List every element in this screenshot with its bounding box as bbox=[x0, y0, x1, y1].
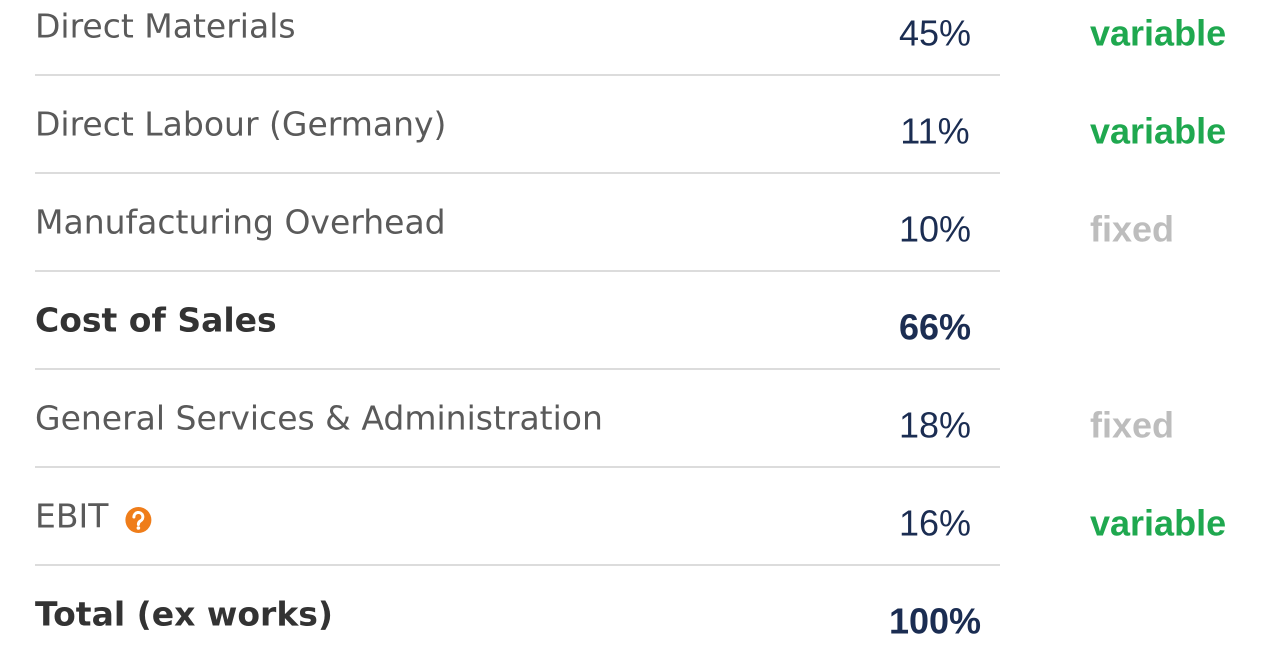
row-value: 18% bbox=[899, 405, 971, 446]
row-value: 66% bbox=[899, 307, 971, 348]
row-value: 10% bbox=[899, 209, 971, 250]
row-label: Direct Materials bbox=[35, 7, 296, 46]
help-dot bbox=[136, 526, 141, 530]
row-label: General Services & Administration bbox=[35, 399, 603, 438]
help-glyph bbox=[132, 510, 145, 526]
row-type: variable bbox=[1090, 503, 1226, 544]
help-icon[interactable] bbox=[125, 507, 152, 533]
row-label: Cost of Sales bbox=[35, 301, 277, 340]
row-value: 16% bbox=[899, 503, 971, 544]
row-type: fixed bbox=[1090, 209, 1174, 250]
row-label: Direct Labour (Germany) bbox=[35, 105, 446, 144]
row-type: variable bbox=[1090, 13, 1226, 54]
row-label: EBIT bbox=[35, 497, 109, 536]
row-type: variable bbox=[1090, 111, 1226, 152]
row-label: Total (ex works) bbox=[35, 595, 333, 634]
row-type: fixed bbox=[1090, 405, 1174, 446]
row-value: 11% bbox=[900, 111, 969, 152]
row-value: 45% bbox=[899, 13, 971, 54]
help-circle bbox=[125, 507, 152, 533]
row-label: Manufacturing Overhead bbox=[35, 203, 446, 242]
row-value: 100% bbox=[889, 601, 981, 642]
